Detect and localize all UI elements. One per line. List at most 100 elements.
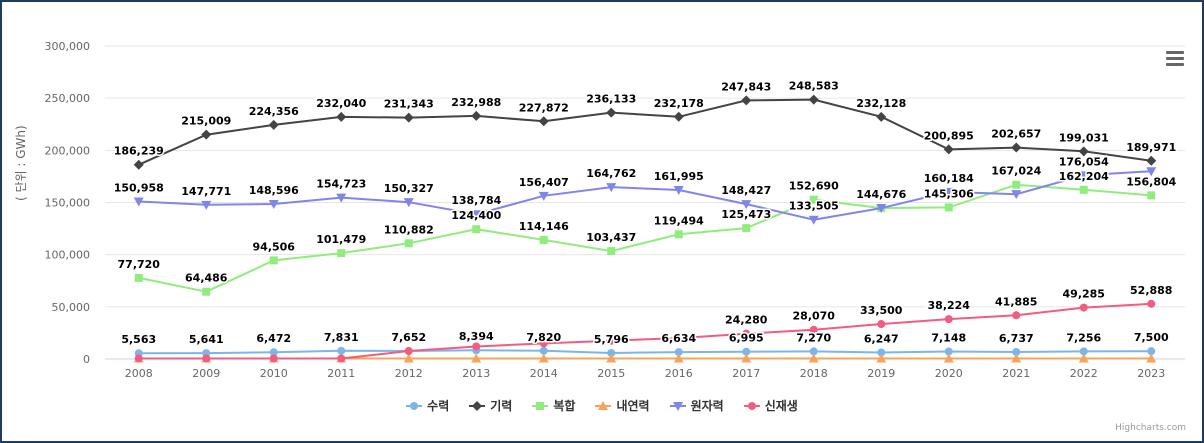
legend-item-4[interactable]: 원자력: [669, 397, 724, 414]
series-line-5: [138, 302, 1152, 360]
data-point: [269, 348, 278, 357]
data-point: [538, 191, 549, 201]
legend-label: 기력: [490, 399, 513, 413]
data-point: [133, 197, 144, 207]
data-label: 150,958: [114, 182, 164, 195]
data-label: 145,306: [924, 187, 974, 200]
legend-item-3[interactable]: 내연력: [595, 397, 650, 414]
data-label: 125,473: [721, 208, 771, 221]
legend-item-2[interactable]: 복합: [532, 397, 575, 414]
data-point: [607, 348, 616, 357]
series-line-0: [138, 349, 1152, 355]
data-point: [809, 195, 818, 204]
legend-symbol: [743, 401, 760, 410]
data-label: 215,009: [181, 115, 231, 128]
data-label: 41,885: [995, 295, 1037, 308]
data-point: [269, 256, 278, 265]
data-label: 33,500: [860, 304, 903, 317]
chart-menu-icon[interactable]: [1166, 51, 1184, 67]
data-label: 110,882: [384, 223, 434, 236]
data-label: 154,723: [316, 178, 366, 191]
x-tick-label: 2017: [732, 367, 760, 380]
data-point: [1147, 191, 1156, 200]
data-point: [404, 239, 413, 248]
data-point: [673, 111, 684, 122]
data-point: [134, 273, 143, 282]
data-point: [201, 200, 212, 210]
data-point: [877, 348, 886, 357]
data-point: [336, 193, 347, 203]
x-tick-label: 2008: [125, 367, 153, 380]
x-tick-label: 2013: [462, 367, 490, 380]
data-point: [606, 183, 617, 193]
data-point: [471, 210, 482, 220]
data-label: 5,563: [121, 333, 156, 346]
data-label: 176,054: [1059, 155, 1109, 168]
data-label: 189,971: [1126, 141, 1176, 154]
data-point: [472, 342, 481, 351]
y-tick-label: 200,000: [45, 144, 91, 157]
data-point: [943, 353, 954, 363]
data-point: [1012, 311, 1021, 320]
data-point: [607, 336, 616, 345]
data-label: 167,024: [991, 165, 1041, 178]
data-label: 6,995: [729, 332, 764, 345]
data-label: 247,843: [721, 80, 771, 93]
data-point: [1011, 353, 1022, 363]
legend-item-0[interactable]: 수력: [406, 397, 449, 414]
data-label: 94,506: [253, 240, 296, 253]
data-label: 144,676: [856, 188, 906, 201]
data-point: [877, 320, 886, 329]
data-point: [674, 348, 683, 357]
data-point: [1078, 353, 1089, 363]
data-label: 6,247: [864, 332, 899, 345]
data-label: 7,831: [324, 331, 359, 344]
data-label: 7,500: [1134, 331, 1169, 344]
data-label: 6,472: [256, 332, 291, 345]
y-axis-title: ( 단위 : GWh): [14, 125, 28, 201]
data-point: [674, 334, 683, 343]
credits-link[interactable]: Highcharts.com: [1115, 423, 1186, 433]
legend-item-5[interactable]: 신재생: [743, 397, 798, 414]
data-label: 77,720: [118, 258, 161, 271]
data-point: [1147, 299, 1156, 308]
data-label: 5,796: [594, 333, 629, 346]
data-label: 162,204: [1059, 170, 1109, 183]
data-label: 124,400: [451, 209, 501, 222]
data-point: [133, 159, 144, 170]
data-label: 148,427: [721, 184, 771, 197]
data-point: [606, 353, 617, 363]
data-point: [741, 200, 752, 210]
data-point: [606, 107, 617, 118]
data-label: 224,356: [249, 105, 299, 118]
data-point: [809, 347, 818, 356]
data-point: [337, 249, 346, 258]
y-tick-label: 250,000: [45, 92, 91, 105]
data-label: 103,437: [586, 231, 636, 244]
data-label: 148,596: [249, 184, 299, 197]
x-tick-label: 2009: [192, 367, 220, 380]
data-point: [1012, 347, 1021, 356]
data-point: [808, 353, 819, 363]
data-point: [741, 353, 752, 363]
data-point: [404, 347, 413, 356]
data-label: 156,407: [519, 176, 569, 189]
data-point: [268, 199, 279, 209]
data-point: [1011, 190, 1022, 200]
legend-symbol: [532, 401, 549, 410]
legend-item-1[interactable]: 기력: [469, 397, 512, 414]
data-label: 248,583: [789, 80, 839, 93]
data-label: 232,988: [451, 96, 501, 109]
data-point: [808, 94, 819, 105]
data-label: 7,270: [796, 331, 831, 344]
data-label: 232,178: [654, 97, 704, 110]
data-label: 202,657: [991, 128, 1041, 141]
data-point: [202, 287, 211, 296]
data-label: 28,070: [793, 310, 836, 323]
data-point: [1079, 303, 1088, 312]
data-label: 7,148: [931, 332, 966, 345]
data-label: 64,486: [185, 272, 228, 285]
data-point: [134, 354, 143, 363]
data-point: [607, 247, 616, 256]
data-label: 200,895: [924, 129, 974, 142]
